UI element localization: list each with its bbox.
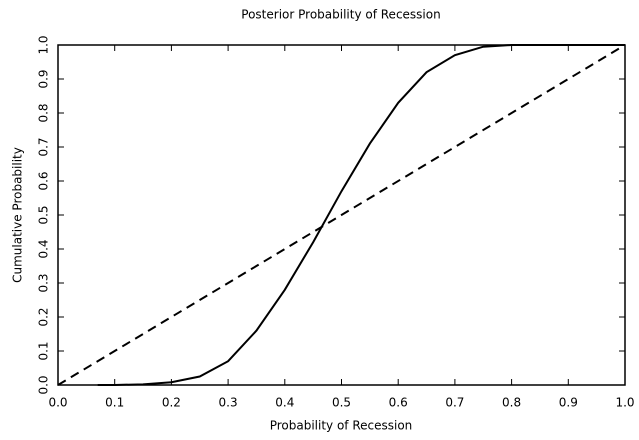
- x-tick-label: 0.4: [275, 396, 294, 410]
- y-tick-label: 0.2: [37, 307, 51, 326]
- y-tick-label: 0.8: [37, 103, 51, 122]
- x-tick-label: 0.1: [105, 396, 124, 410]
- line: [57, 44, 626, 386]
- y-tick-label: 0.4: [37, 239, 51, 258]
- y-axis-label: Cumulative Probability: [11, 147, 25, 283]
- y-tick-label: 0.9: [37, 69, 51, 88]
- y-tick-label: 0.6: [37, 171, 51, 190]
- x-tick-label: 0.7: [445, 396, 464, 410]
- chart-title: Posterior Probability of Recession: [241, 8, 440, 22]
- x-tick-label: 0.0: [48, 396, 67, 410]
- x-tick-label: 1.0: [615, 396, 634, 410]
- x-tick-label: 0.6: [389, 396, 408, 410]
- y-tick-label: 0.5: [37, 205, 51, 224]
- y-tick-label: 0.7: [37, 137, 51, 156]
- x-tick-label: 0.5: [332, 396, 351, 410]
- y-tick-label: 0.0: [37, 375, 51, 394]
- x-tick-label: 0.9: [559, 396, 578, 410]
- y-tick-label: 1.0: [37, 35, 51, 54]
- y-tick-label: 0.1: [37, 341, 51, 360]
- x-tick-label: 0.8: [502, 396, 521, 410]
- x-tick-label: 0.3: [219, 396, 238, 410]
- line: [97, 44, 625, 386]
- x-tick-label: 0.2: [162, 396, 181, 410]
- x-axis-label: Probability of Recession: [270, 419, 413, 433]
- y-tick-label: 0.3: [37, 273, 51, 292]
